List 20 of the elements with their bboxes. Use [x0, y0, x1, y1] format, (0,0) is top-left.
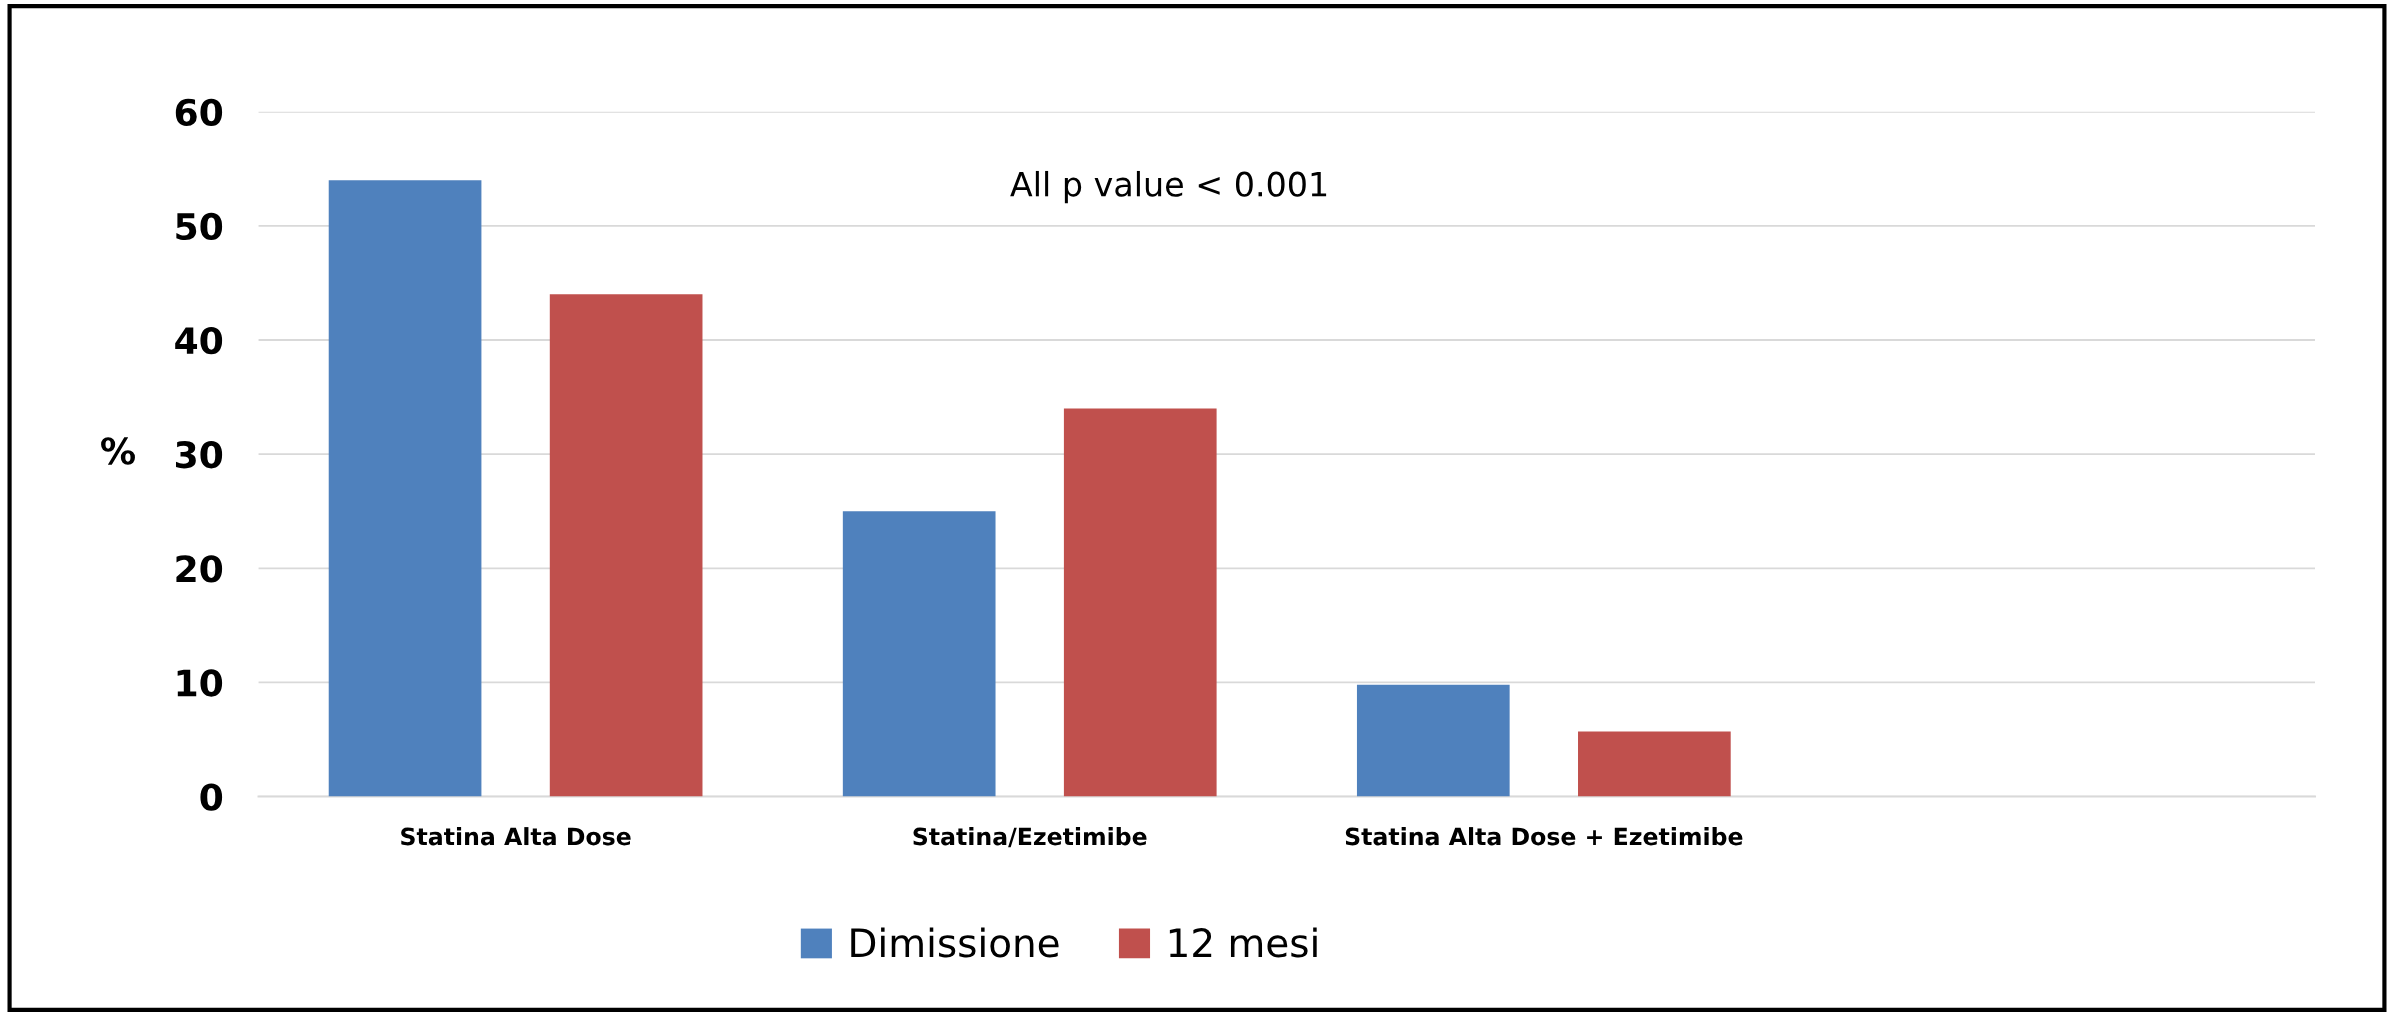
y-tick-label: 40 — [175, 326, 223, 355]
bar — [842, 511, 996, 797]
y-tick-label: 50 — [176, 212, 223, 241]
bar — [1356, 684, 1510, 797]
y-tick-label: 0 — [200, 783, 223, 811]
annotation: All p value < 0.001 — [1010, 170, 1327, 204]
x-tick-label: Statina Alta Dose + Ezetimibe — [1345, 827, 1743, 846]
y-tick-label: 60 — [175, 98, 223, 126]
bar — [328, 180, 482, 797]
y-tick-label: 10 — [177, 669, 223, 697]
bar — [549, 294, 703, 797]
x-tick-label: Statina/Ezetimibe — [913, 827, 1147, 848]
y-tick-label: 20 — [176, 555, 223, 583]
legend-label: Dimissione — [851, 927, 1059, 958]
y-tick-label: 30 — [175, 441, 223, 469]
x-tick-label: Statina Alta Dose — [401, 827, 631, 846]
legend-label: 12 mesi — [1169, 927, 1317, 958]
bar — [1063, 408, 1217, 797]
bar — [1578, 731, 1731, 797]
y-axis-title: % — [101, 437, 135, 465]
